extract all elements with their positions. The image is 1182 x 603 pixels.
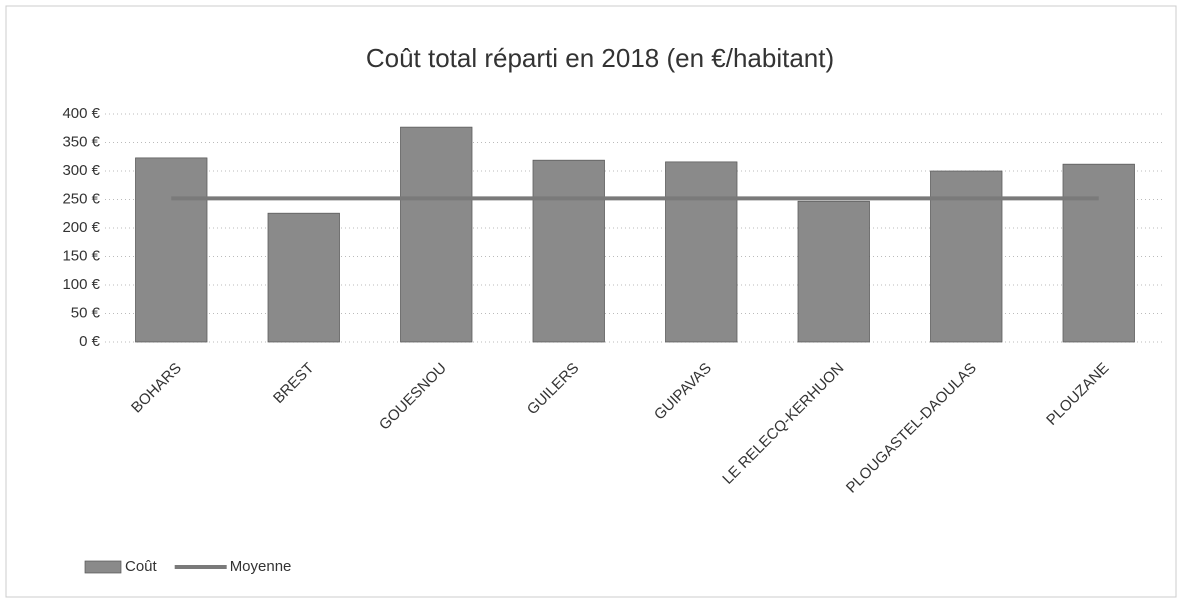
bar (400, 126, 473, 343)
y-tick-label: 150 € (62, 247, 100, 264)
bar (267, 212, 340, 343)
y-tick-label: 0 € (79, 333, 101, 350)
y-tick-label: 250 € (62, 190, 100, 207)
x-tick-label: GUILERS (524, 360, 583, 419)
bar (135, 157, 208, 343)
bar (797, 200, 870, 343)
x-tick-label: BOHARS (128, 360, 185, 417)
legend-label: Coût (125, 558, 158, 575)
x-tick-label: LE RELECQ-KERHUON (719, 360, 847, 488)
legend-label: Moyenne (230, 558, 292, 575)
x-tick-label: BREST (270, 360, 317, 407)
x-tick-label: PLOUGASTEL-DAOULAS (843, 360, 980, 497)
y-tick-label: 100 € (62, 276, 100, 293)
y-tick-label: 300 € (62, 162, 100, 179)
bar (1062, 163, 1135, 343)
x-tick-label: GUIPAVAS (651, 360, 715, 424)
y-tick-label: 400 € (62, 105, 100, 122)
bar (665, 161, 738, 343)
bar (532, 159, 605, 343)
y-tick-label: 350 € (62, 133, 100, 150)
y-tick-label: 50 € (71, 304, 101, 321)
y-tick-label: 200 € (62, 219, 100, 236)
x-tick-label: GOUESNOU (376, 360, 450, 434)
legend-swatch (84, 560, 122, 574)
x-tick-label: PLOUZANE (1043, 360, 1112, 429)
chart-frame (5, 5, 1177, 598)
chart-title: Coût total réparti en 2018 (en €/habitan… (366, 43, 834, 73)
